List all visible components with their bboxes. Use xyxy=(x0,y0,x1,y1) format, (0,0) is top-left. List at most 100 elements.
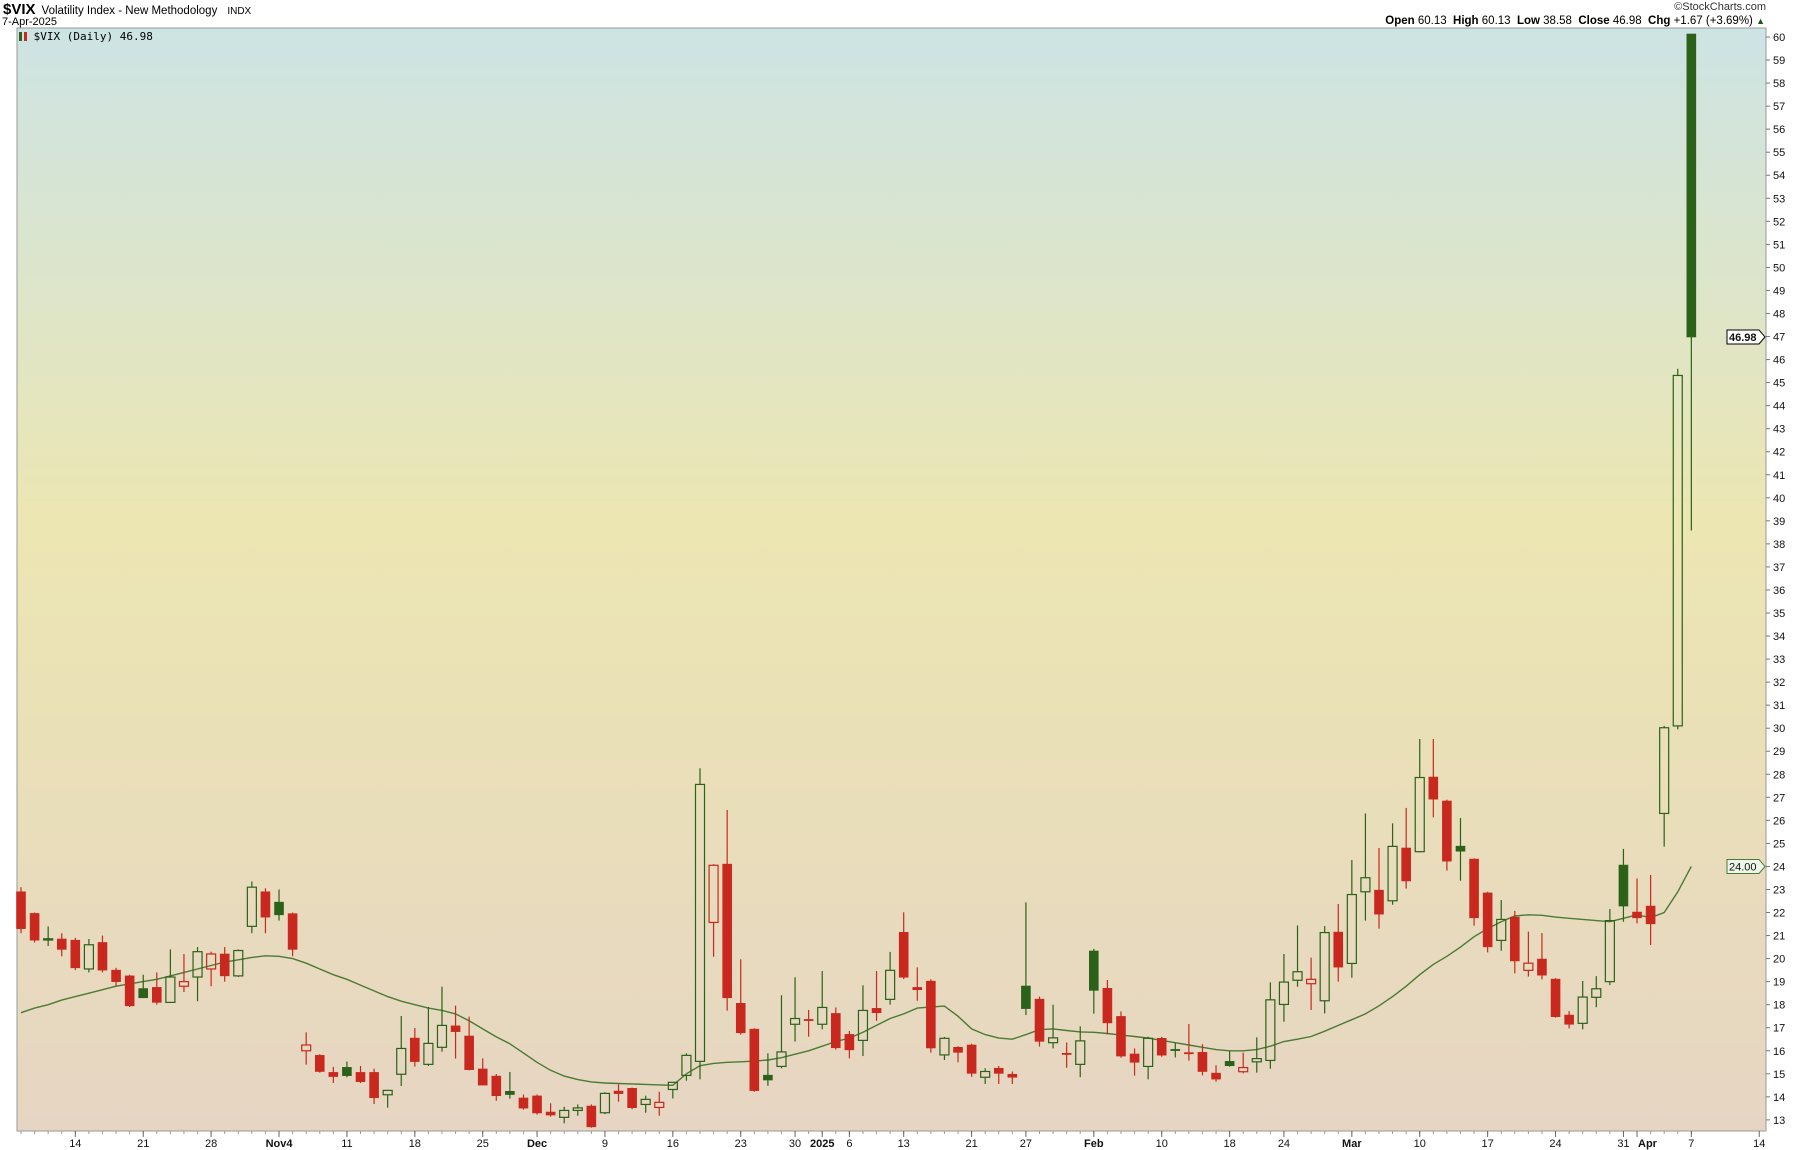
x-tick-label: 17 xyxy=(1482,1138,1494,1150)
candle xyxy=(138,974,149,999)
candle-body xyxy=(1632,911,1642,919)
candle-body xyxy=(545,1111,556,1116)
candle-body xyxy=(301,1044,312,1052)
candle-body xyxy=(29,913,40,941)
y-tick-label: 33 xyxy=(1773,654,1785,666)
candle xyxy=(953,1046,963,1063)
candle xyxy=(1251,1037,1262,1073)
candle xyxy=(152,972,162,1005)
candle xyxy=(559,1106,570,1124)
candle-body xyxy=(926,980,936,1049)
candle xyxy=(1278,953,1290,1022)
candle-body xyxy=(1523,962,1534,971)
y-tick-label: 25 xyxy=(1773,838,1785,850)
candle-body xyxy=(586,1105,597,1128)
y-tick-label: 15 xyxy=(1773,1069,1785,1081)
x-tick-label: Apr xyxy=(1638,1138,1658,1150)
candle-body xyxy=(1156,1038,1167,1056)
candle xyxy=(396,1015,407,1087)
candle xyxy=(993,1065,1004,1084)
candle xyxy=(111,967,121,987)
exchange: INDX xyxy=(227,6,252,17)
low-label: Low xyxy=(1516,15,1540,27)
candle xyxy=(1645,874,1656,946)
candle-body xyxy=(260,891,271,918)
candle-body xyxy=(993,1067,1004,1074)
candle-body xyxy=(518,1097,529,1109)
candle xyxy=(654,1091,665,1116)
candle-body xyxy=(1577,996,1588,1024)
candle-body xyxy=(56,938,67,950)
price-marker-label: 24.00 xyxy=(1729,861,1757,873)
candle-body xyxy=(1116,1016,1126,1057)
candle-body xyxy=(640,1098,651,1106)
candle xyxy=(233,949,244,978)
y-tick-label: 48 xyxy=(1773,308,1785,320)
candle xyxy=(1482,891,1493,953)
candle xyxy=(1618,848,1629,922)
candle xyxy=(572,1104,583,1116)
candle-body xyxy=(789,1017,801,1025)
candle-body xyxy=(83,944,95,970)
candle-body xyxy=(1387,845,1398,902)
candle xyxy=(1346,859,1357,978)
candle-body xyxy=(613,1090,624,1094)
candle-body xyxy=(722,863,732,999)
candle xyxy=(1116,1011,1126,1058)
candle-body xyxy=(70,939,81,969)
y-tick-label: 45 xyxy=(1773,378,1785,390)
candle-body xyxy=(817,1006,828,1025)
candle-body xyxy=(844,1034,855,1051)
candle-body xyxy=(1645,905,1656,925)
chg-value: +1.67 (+3.69%) xyxy=(1673,15,1753,27)
candle-body xyxy=(233,949,244,977)
candle-body xyxy=(396,1047,407,1075)
candle-body xyxy=(857,1009,869,1041)
candle xyxy=(219,947,230,982)
candle xyxy=(1604,909,1615,986)
close-label: Close xyxy=(1578,15,1610,27)
candle-body xyxy=(830,1013,841,1049)
candle-body xyxy=(1170,1049,1181,1051)
candle xyxy=(1387,823,1398,905)
candle xyxy=(1537,933,1547,980)
candle-body xyxy=(1075,1040,1086,1065)
candle xyxy=(735,959,746,1035)
candle-body xyxy=(43,938,54,941)
low-value: 38.58 xyxy=(1543,15,1572,27)
y-tick-label: 21 xyxy=(1773,931,1785,943)
candle-body xyxy=(505,1091,515,1095)
legend-text: $VIX (Daily) 46.98 xyxy=(33,30,153,43)
candle-body xyxy=(219,953,230,977)
candle xyxy=(178,953,190,993)
candles xyxy=(16,33,1697,1128)
candle xyxy=(436,986,448,1052)
candle xyxy=(70,937,81,971)
y-tick-label: 42 xyxy=(1773,447,1785,459)
candle-body xyxy=(1482,892,1493,948)
candle-body xyxy=(912,987,923,991)
y-tick-label: 56 xyxy=(1773,124,1785,136)
y-tick-label: 44 xyxy=(1773,401,1785,413)
candle-body xyxy=(572,1107,583,1112)
copyright: ©StockCharts.com xyxy=(1674,1,1766,13)
candle xyxy=(16,887,26,934)
candle-body xyxy=(1047,1037,1059,1044)
x-axis: 14 21 28 Nov4 11 18 25 Dec 9 16 23 30 2025 6 13 21 27 Feb… xyxy=(20,1131,1765,1150)
y-tick-label: 29 xyxy=(1773,746,1785,758)
candle-body xyxy=(966,1044,977,1074)
candle-body xyxy=(314,1055,325,1072)
candle-body xyxy=(1305,978,1317,985)
candlestick-icon xyxy=(19,32,27,41)
y-tick-label: 18 xyxy=(1773,1000,1785,1012)
y-tick-label: 27 xyxy=(1773,792,1785,804)
candle-body xyxy=(1346,893,1357,965)
candle xyxy=(667,1081,678,1099)
x-tick-label: 31 xyxy=(1617,1138,1629,1150)
x-tick-label: Dec xyxy=(527,1138,547,1150)
candle-body xyxy=(16,891,26,929)
candle xyxy=(491,1074,502,1101)
x-tick-label: 24 xyxy=(1278,1138,1290,1150)
candle-body xyxy=(178,981,190,987)
candle xyxy=(1075,1026,1086,1078)
